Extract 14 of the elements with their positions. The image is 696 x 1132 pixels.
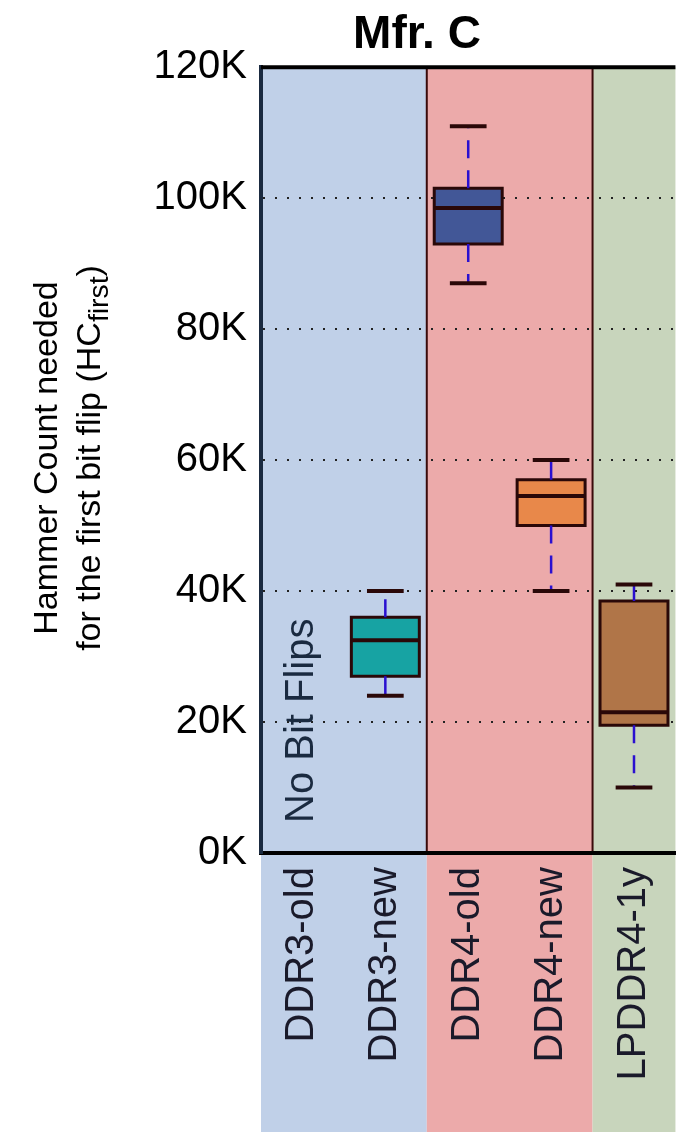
x-tick-label: DDR4-old [443, 867, 488, 1043]
x-tick-label: LPDDR4-1y [609, 867, 654, 1081]
y-tick-label: 120K [153, 42, 248, 87]
y-tick-label: 100K [153, 173, 248, 218]
chart-title: Mfr. C [353, 6, 481, 59]
y-tick-label: 60K [175, 435, 248, 480]
x-tick-label: DDR4-new [526, 866, 571, 1063]
y-tick-label: 20K [175, 697, 248, 742]
x-tick-label: DDR3-new [360, 866, 405, 1063]
y-tick-label: 40K [175, 566, 248, 611]
annotation: No Bit Flips [277, 618, 322, 823]
y-tick-label: 0K [198, 828, 248, 873]
x-tick-label: DDR3-old [277, 867, 322, 1043]
y-tick-label: 80K [175, 304, 248, 349]
